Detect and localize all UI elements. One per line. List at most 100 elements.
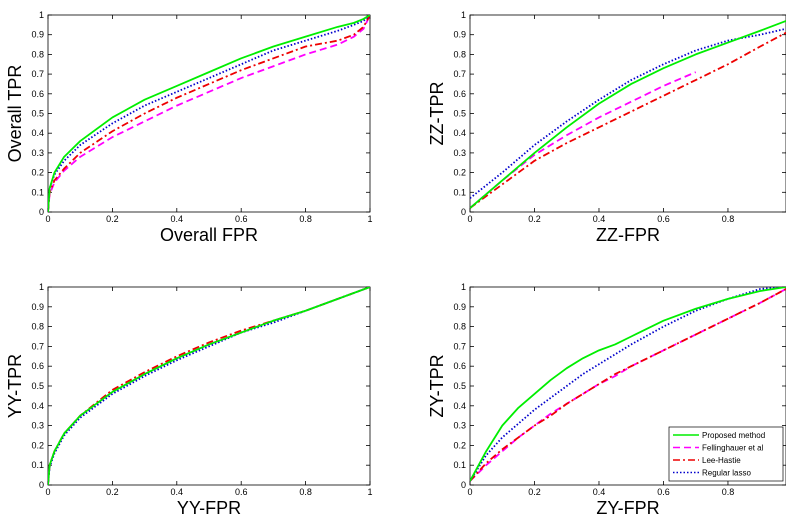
chart-panel-2: 0 0.1 0.2 0.3 0.4 0.5 0.6 0.7 0.8 0.9 1 0 0.2 0.4 0.6 0… — [427, 10, 786, 245]
y-tick-label: 0.3 — [453, 148, 466, 158]
y-tick-label: 0.7 — [31, 69, 44, 79]
axes-frame — [47, 286, 371, 486]
x-tick-label: 0 — [45, 214, 50, 224]
y-tick-label: 1 — [39, 282, 44, 292]
series-line-lee_hastie — [470, 288, 786, 482]
x-axis-title: YY-FPR — [177, 498, 241, 518]
y-tick-label: 0.9 — [453, 302, 466, 312]
y-tick-label: 0.9 — [31, 302, 44, 312]
legend-entry-regular_lasso: Regular lasso — [673, 469, 751, 478]
y-tick-label: 0.3 — [31, 421, 44, 431]
x-tick-label: 0.4 — [593, 214, 606, 224]
y-tick-label: 0.3 — [453, 421, 466, 431]
legend-entry-fellinghauer: Fellinghauer et al — [673, 444, 764, 453]
y-tick-label: 0 — [39, 480, 44, 490]
y-tick-label: 0.6 — [31, 89, 44, 99]
series-line-proposed — [48, 15, 370, 212]
y-tick-label: 0.8 — [31, 49, 44, 59]
x-tick-label: 1 — [367, 487, 372, 497]
x-tick-label: 0.8 — [722, 487, 735, 497]
series-line-lee_hastie — [470, 31, 786, 209]
y-tick-label: 0.8 — [453, 49, 466, 59]
y-tick-label: 0.4 — [31, 401, 44, 411]
y-tick-label: 0.6 — [453, 361, 466, 371]
y-tick-label: 0.4 — [453, 401, 466, 411]
y-tick-label: 0.2 — [31, 168, 44, 178]
y-tick-label: 0.1 — [31, 187, 44, 197]
x-axis-title: Overall FPR — [160, 225, 258, 245]
chart-panel-1: 0 0.1 0.2 0.3 0.4 0.5 0.6 0.7 0.8 0.9 1 0 0.2 0.4 0.6 0… — [5, 10, 373, 245]
y-axis-title: Overall TPR — [5, 65, 25, 163]
y-axis-title: ZY-TPR — [427, 354, 447, 417]
x-tick-label: 0.6 — [235, 214, 248, 224]
series-line-lee_hastie — [48, 15, 370, 212]
series-line-regular_lasso — [48, 287, 370, 485]
y-tick-label: 0.1 — [31, 460, 44, 470]
y-tick-label: 0.2 — [31, 440, 44, 450]
y-tick-label: 0 — [461, 207, 466, 217]
legend-label: Proposed method — [702, 431, 765, 440]
legend-label: Fellinghauer et al — [702, 444, 764, 453]
legend-label: Regular lasso — [702, 469, 751, 478]
y-tick-label: 0.9 — [453, 30, 466, 40]
y-tick-label: 0.7 — [31, 341, 44, 351]
y-tick-label: 1 — [461, 282, 466, 292]
y-axis-title: ZZ-TPR — [427, 82, 447, 146]
y-tick-label: 0.1 — [453, 460, 466, 470]
x-tick-label: 0.8 — [299, 214, 312, 224]
x-tick-label: 0.2 — [106, 487, 119, 497]
x-tick-label: 0.4 — [171, 214, 184, 224]
legend-entry-lee_hastie: Lee-Hastie — [673, 456, 741, 465]
y-tick-label: 0.4 — [453, 128, 466, 138]
x-tick-label: 0.6 — [657, 487, 670, 497]
series-line-fellinghauer — [48, 15, 370, 212]
legend-label: Lee-Hastie — [702, 456, 741, 465]
series-line-lee_hastie — [48, 287, 370, 485]
y-tick-label: 1 — [461, 10, 466, 20]
x-tick-label: 0.2 — [528, 487, 541, 497]
y-tick-label: 0.2 — [453, 168, 466, 178]
y-tick-label: 0.1 — [453, 187, 466, 197]
axes-frame — [47, 14, 371, 213]
x-tick-label: 0.8 — [722, 214, 735, 224]
y-tick-label: 0.5 — [453, 381, 466, 391]
x-tick-label: 0.6 — [235, 487, 248, 497]
y-tick-label: 0 — [39, 207, 44, 217]
series-line-fellinghauer — [470, 71, 697, 209]
legend-entry-proposed: Proposed method — [673, 431, 765, 440]
y-tick-label: 0.9 — [31, 30, 44, 40]
y-tick-label: 0.2 — [453, 440, 466, 450]
y-tick-label: 0.5 — [31, 109, 44, 119]
y-tick-label: 0.8 — [453, 322, 466, 332]
legend: Proposed method Fellinghauer et al Lee-Has… — [668, 426, 784, 482]
y-tick-label: 0.7 — [453, 341, 466, 351]
x-tick-label: 0.2 — [106, 214, 119, 224]
y-tick-label: 1 — [39, 10, 44, 20]
y-tick-label: 0.3 — [31, 148, 44, 158]
x-tick-label: 0.4 — [593, 487, 606, 497]
y-tick-label: 0.6 — [31, 361, 44, 371]
y-axis-title: YY-TPR — [5, 354, 25, 418]
series-line-proposed — [470, 287, 786, 482]
x-tick-label: 0.8 — [299, 487, 312, 497]
x-tick-label: 1 — [367, 214, 372, 224]
y-tick-label: 0.7 — [453, 69, 466, 79]
y-tick-label: 0.4 — [31, 128, 44, 138]
series-line-proposed — [470, 20, 786, 209]
x-tick-label: 0 — [467, 214, 472, 224]
series-line-proposed — [48, 287, 370, 485]
x-axis-title: ZY-FPR — [596, 498, 659, 518]
chart-panel-3: 0 0.1 0.2 0.3 0.4 0.5 0.6 0.7 0.8 0.9 1 0 0.2 0.4 0.6 0… — [5, 282, 373, 518]
y-tick-label: 0 — [461, 480, 466, 490]
y-tick-label: 0.5 — [31, 381, 44, 391]
y-tick-label: 0.5 — [453, 109, 466, 119]
x-axis-title: ZZ-FPR — [596, 225, 660, 245]
y-tick-label: 0.6 — [453, 89, 466, 99]
x-tick-label: 0.2 — [528, 214, 541, 224]
x-tick-label: 0 — [467, 487, 472, 497]
x-tick-label: 0.4 — [171, 487, 184, 497]
x-tick-label: 0 — [45, 487, 50, 497]
series-line-regular_lasso — [48, 15, 370, 212]
series-line-fellinghauer — [48, 287, 370, 485]
